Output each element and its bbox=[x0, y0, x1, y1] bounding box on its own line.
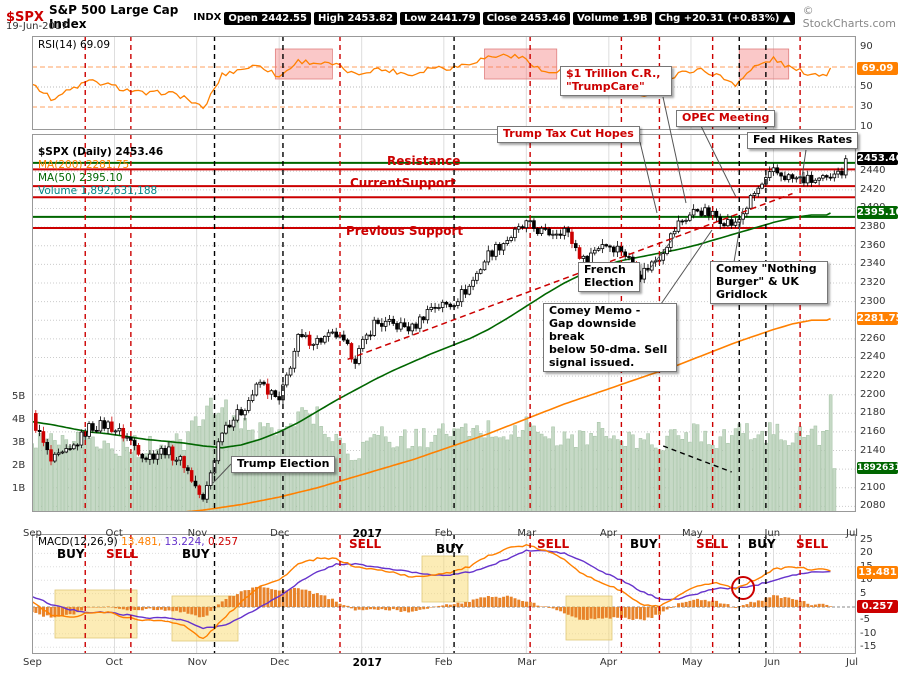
axis-label: Feb bbox=[434, 527, 453, 539]
axis-label: Nov bbox=[187, 657, 208, 668]
macd-plot bbox=[32, 534, 856, 654]
volume-chip: 1892631 bbox=[857, 462, 900, 474]
rsi-panel bbox=[32, 36, 856, 130]
axis-label: Oct bbox=[105, 657, 123, 668]
axis-label: 2440 bbox=[860, 165, 886, 177]
header: $SPX S&P 500 Large Cap Index INDX Open 2… bbox=[6, 3, 896, 31]
quote-open: Open 2442.55 bbox=[224, 11, 311, 25]
axis-label: 2420 bbox=[860, 183, 886, 195]
exchange-label: INDX bbox=[193, 11, 222, 23]
signal-sell: SELL bbox=[537, 537, 570, 551]
axis-label: -5 bbox=[860, 614, 870, 626]
axis-label: 2300 bbox=[860, 295, 886, 307]
signal-sell: SELL bbox=[696, 537, 729, 551]
ma50-legend: MA(50) 2395.10 bbox=[38, 172, 123, 184]
axis-label: 2100 bbox=[860, 481, 886, 493]
macd-label: MACD(12,26,9) bbox=[38, 536, 118, 548]
axis-label: Jun bbox=[764, 527, 781, 539]
axis-label: Jul bbox=[846, 527, 859, 539]
axis-label: Apr bbox=[599, 527, 618, 539]
axis-label: 2340 bbox=[860, 258, 886, 270]
rsi-legend: RSI(14) 69.09 bbox=[38, 39, 111, 51]
quote-chg: Chg +20.31 (+0.83%) ▲ bbox=[654, 11, 795, 25]
axis-label: 2260 bbox=[860, 332, 886, 344]
index-name: S&P 500 Large Cap Index bbox=[48, 3, 179, 31]
stockcharts-credit-link[interactable]: © StockCharts.com bbox=[802, 4, 897, 30]
quote-high: High 2453.82 bbox=[313, 11, 398, 25]
axis-label: 2017 bbox=[352, 657, 382, 669]
quote-low: Low 2441.79 bbox=[400, 11, 480, 25]
axis-label: 5 bbox=[860, 587, 867, 599]
axis-label: 2B bbox=[12, 460, 26, 471]
axis-label: 2380 bbox=[860, 221, 886, 233]
chart-date: 19-Jun-2017 bbox=[6, 21, 68, 32]
axis-label: 3B bbox=[12, 437, 26, 448]
ma200-legend: MA(200) 2281.75 bbox=[38, 159, 130, 171]
spx-legend: $SPX (Daily) 2453.46 bbox=[38, 146, 164, 158]
signal-buy: BUY bbox=[182, 547, 210, 561]
axis-label: 2200 bbox=[860, 388, 886, 400]
axis-label: 10 bbox=[860, 121, 873, 132]
macd-panel bbox=[32, 534, 856, 654]
axis-label: 5B bbox=[12, 391, 26, 402]
volume-legend: Volume 1,892,631,188 bbox=[38, 185, 158, 197]
axis-label: Feb bbox=[434, 657, 453, 668]
axis-label: 20 bbox=[860, 547, 873, 559]
axis-label: May bbox=[681, 657, 703, 668]
rsi-plot bbox=[32, 36, 856, 130]
macd-legend: MACD(12,26,9) 13.481, 13.224, 0.257 bbox=[38, 536, 238, 548]
ma50-chip: 2395.10 bbox=[857, 206, 900, 219]
axis-label: May bbox=[681, 527, 703, 539]
signal-sell: SELL bbox=[106, 547, 139, 561]
signal-buy: BUY bbox=[436, 542, 464, 556]
axis-label: 25 bbox=[860, 534, 873, 545]
quote-close: Close 2453.46 bbox=[482, 11, 570, 25]
axis-label: 30 bbox=[860, 101, 873, 112]
macd-line-value: 13.481, bbox=[121, 536, 162, 548]
axis-label: 10 bbox=[860, 574, 873, 586]
axis-label: Nov bbox=[187, 527, 208, 539]
last-price-chip: 2453.46 bbox=[857, 152, 900, 165]
axis-label: 2160 bbox=[860, 425, 886, 437]
axis-label: 2320 bbox=[860, 276, 886, 288]
axis-label: Sep bbox=[23, 527, 42, 539]
macd-hist-chip: 0.257 bbox=[857, 600, 898, 613]
axis-label: Oct bbox=[105, 527, 123, 539]
macd-chip: 13.481 bbox=[857, 566, 898, 579]
signal-buy: BUY bbox=[630, 537, 658, 551]
axis-label: 2240 bbox=[860, 351, 886, 363]
axis-label: Mar bbox=[517, 527, 537, 539]
axis-label: Sep bbox=[23, 657, 42, 668]
axis-label: 4B bbox=[12, 414, 26, 425]
axis-label: 2017 bbox=[352, 527, 382, 540]
axis-label: Jun bbox=[764, 657, 781, 668]
axis-label: 2140 bbox=[860, 444, 886, 456]
signal-buy: BUY bbox=[748, 537, 776, 551]
macd-hist-value: 0.257 bbox=[207, 536, 238, 548]
axis-label: Mar bbox=[517, 657, 537, 668]
axis-label: -10 bbox=[860, 627, 877, 639]
axis-label: Dec bbox=[270, 657, 290, 668]
axis-label: 2180 bbox=[860, 407, 886, 419]
axis-label: 2220 bbox=[860, 370, 886, 382]
signal-sell: SELL bbox=[796, 537, 829, 551]
axis-label: -15 bbox=[860, 641, 877, 653]
quote-volume: Volume 1.9B bbox=[572, 11, 652, 25]
macd-signal-value: 13.224, bbox=[164, 536, 205, 548]
axis-label: 2080 bbox=[860, 500, 886, 512]
axis-label: 50 bbox=[860, 81, 873, 92]
axis-label: 1B bbox=[12, 483, 26, 494]
axis-label: Apr bbox=[599, 657, 618, 668]
ticker-symbol: $SPX bbox=[6, 9, 44, 25]
axis-label: Dec bbox=[270, 527, 290, 539]
signal-sell: SELL bbox=[349, 537, 382, 551]
signal-buy: BUY bbox=[57, 547, 85, 561]
axis-label: 90 bbox=[860, 41, 873, 52]
axis-label: 2360 bbox=[860, 239, 886, 251]
axis-label: Jul bbox=[846, 657, 859, 668]
ma200-chip: 2281.75 bbox=[857, 312, 900, 325]
rsi-chip: 69.09 bbox=[857, 62, 898, 75]
quote-summary: Open 2442.55 High 2453.82 Low 2441.79 Close… bbox=[221, 11, 795, 25]
